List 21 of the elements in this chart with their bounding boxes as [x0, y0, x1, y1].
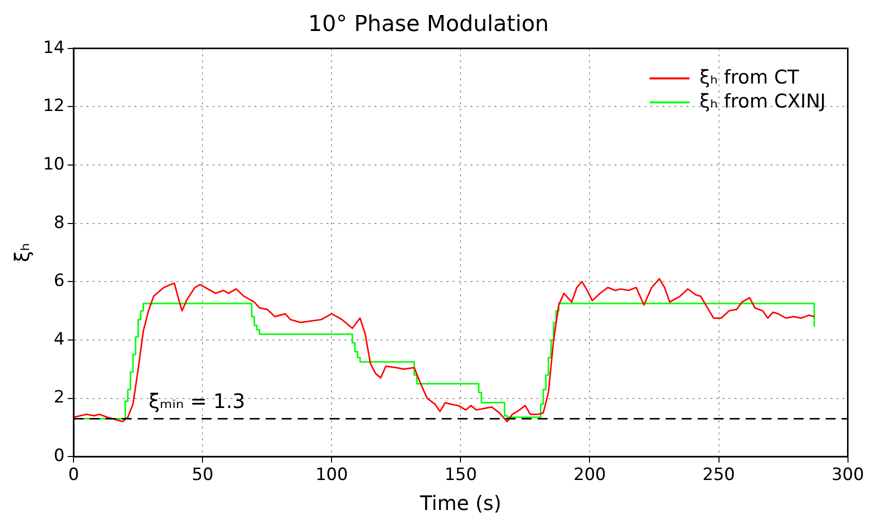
- x-tick-label: 150: [444, 465, 477, 486]
- x-tick-label: 250: [702, 465, 735, 486]
- x-tick-label: 200: [574, 465, 606, 486]
- y-tick-label: 12: [42, 96, 65, 116]
- ref-line-label: ξₘᵢₙ = 1.3: [148, 388, 246, 413]
- y-tick-label: 6: [54, 271, 65, 292]
- x-tick-label: 50: [192, 465, 214, 486]
- y-tick-label: 14: [42, 38, 65, 58]
- legend-label: ξₕ from CT: [700, 66, 800, 88]
- y-axis-title: ξₕ: [10, 242, 34, 262]
- x-tick-label: 100: [315, 465, 348, 486]
- chart-title: 10° Phase Modulation: [308, 12, 549, 37]
- x-axis-title: Time (s): [419, 491, 502, 516]
- y-tick-label: 10: [42, 154, 65, 174]
- x-tick-label: 0: [68, 465, 80, 486]
- y-tick-label: 8: [54, 212, 65, 233]
- x-tick-label: 300: [832, 465, 864, 486]
- y-tick-label: 4: [54, 329, 65, 350]
- legend-label: ξₕ from CXINJ: [700, 90, 826, 112]
- y-tick-label: 0: [54, 446, 65, 466]
- y-tick-label: 2: [54, 388, 65, 408]
